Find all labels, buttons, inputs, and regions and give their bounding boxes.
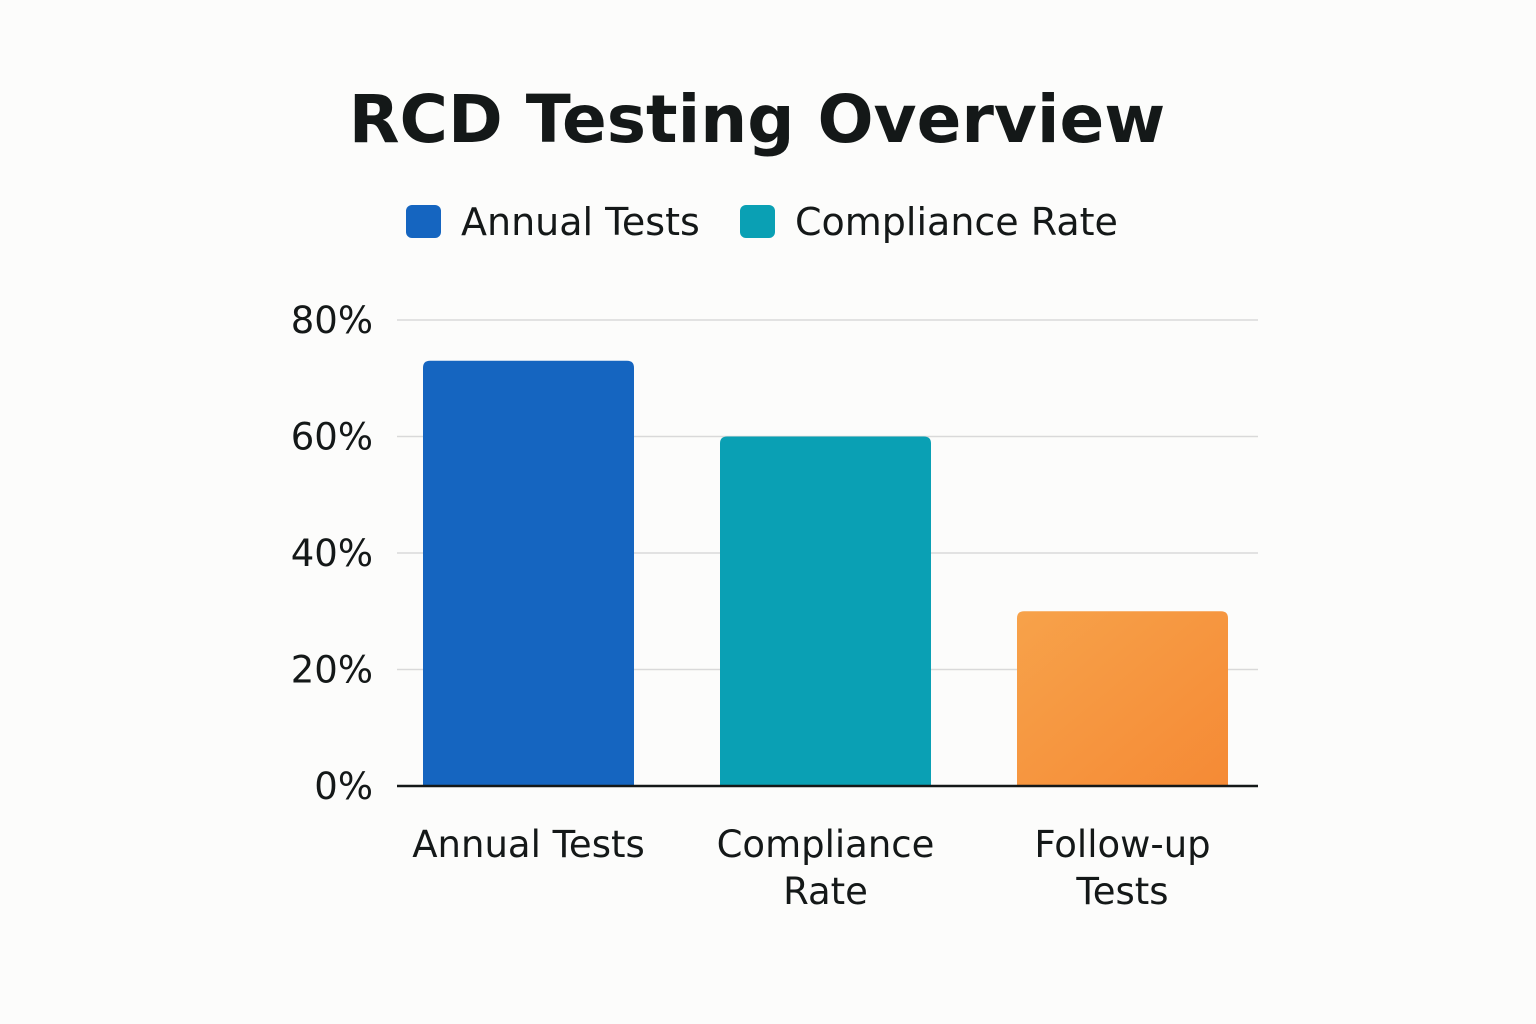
x-tick-label-1-line-1: Rate	[783, 870, 868, 913]
x-tick-label-2-line-1: Tests	[1075, 870, 1168, 913]
x-tick-label-1-line-0: Compliance	[717, 823, 935, 866]
legend-label-annual-tests: Annual Tests	[461, 200, 700, 244]
bar-2	[1017, 611, 1228, 786]
y-tick-label-20: 20%	[291, 649, 373, 692]
chart-title: RCD Testing Overview	[349, 81, 1166, 158]
x-tick-label-0-line-0: Annual Tests	[412, 823, 645, 866]
x-tick-label-1: Compliance Rate	[717, 823, 935, 913]
legend-swatch-compliance-rate	[740, 205, 775, 238]
bars	[423, 360, 1228, 786]
legend-swatch-annual-tests	[406, 205, 441, 238]
bar-0	[423, 360, 634, 786]
y-axis-ticks: 0% 20% 40% 60% 80%	[291, 299, 373, 808]
y-tick-label-80: 80%	[291, 299, 373, 342]
x-axis-labels: Annual Tests Compliance Rate Follow-up Tests	[412, 823, 1210, 913]
legend: Annual Tests Compliance Rate	[406, 200, 1118, 244]
bar-1	[720, 436, 931, 786]
x-tick-label-2: Follow-up Tests	[1034, 823, 1210, 913]
y-tick-label-0: 0%	[314, 765, 373, 808]
legend-label-compliance-rate: Compliance Rate	[795, 200, 1118, 244]
y-tick-label-40: 40%	[291, 532, 373, 575]
x-tick-label-0: Annual Tests	[412, 823, 645, 866]
x-tick-label-2-line-0: Follow-up	[1034, 823, 1210, 866]
y-tick-label-60: 60%	[291, 416, 373, 459]
